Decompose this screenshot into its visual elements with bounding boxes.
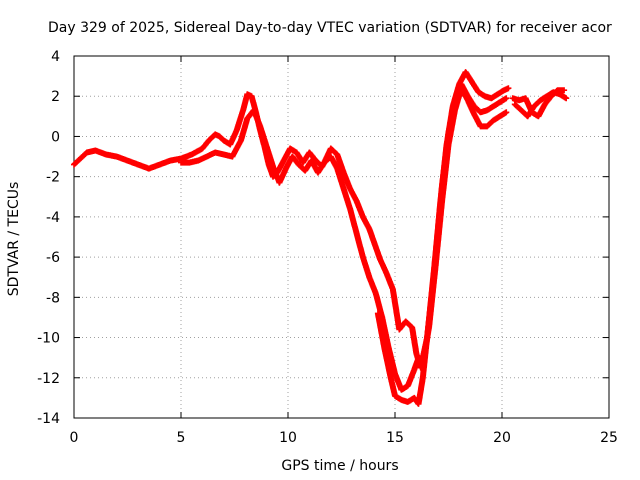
x-tick-label: 0 — [70, 430, 79, 446]
data-points — [71, 69, 570, 407]
y-axis-label: SDTVAR / TECUs — [6, 182, 22, 297]
series-track-e — [509, 87, 568, 120]
y-tick-label: -12 — [37, 371, 60, 387]
plot-frame — [73, 55, 610, 419]
chart-title: Day 329 of 2025, Sidereal Day-to-day VTE… — [48, 20, 612, 36]
y-tick-label: 0 — [51, 129, 60, 145]
y-tick-label: -2 — [46, 170, 60, 186]
x-tick-label: 25 — [600, 430, 618, 446]
y-tick-label: -10 — [37, 331, 60, 347]
y-tick-label: -4 — [46, 210, 60, 226]
series-track-b — [178, 85, 510, 393]
x-tick-label: 10 — [279, 430, 297, 446]
data-point-markers — [509, 87, 568, 120]
y-tick-label: -8 — [46, 290, 60, 306]
x-axis-label: GPS time / hours — [281, 458, 398, 474]
data-point-markers — [374, 81, 510, 407]
y-tick-label: -14 — [37, 411, 60, 427]
x-tick-label: 20 — [493, 430, 511, 446]
axis-ticks: 0 5 10 15 20 25 -14 -12 -10 -8 -6 -4 -2 0 2 4 — [37, 49, 618, 446]
y-tick-label: 2 — [51, 89, 60, 105]
y-tick-label: 4 — [51, 49, 60, 65]
data-point-markers — [71, 69, 512, 371]
series-track-c — [374, 81, 510, 407]
x-tick-label: 15 — [386, 430, 404, 446]
series-track-a — [71, 69, 512, 371]
y-tick-label: -6 — [46, 250, 60, 266]
data-point-markers — [178, 85, 510, 393]
x-tick-label: 5 — [177, 430, 186, 446]
